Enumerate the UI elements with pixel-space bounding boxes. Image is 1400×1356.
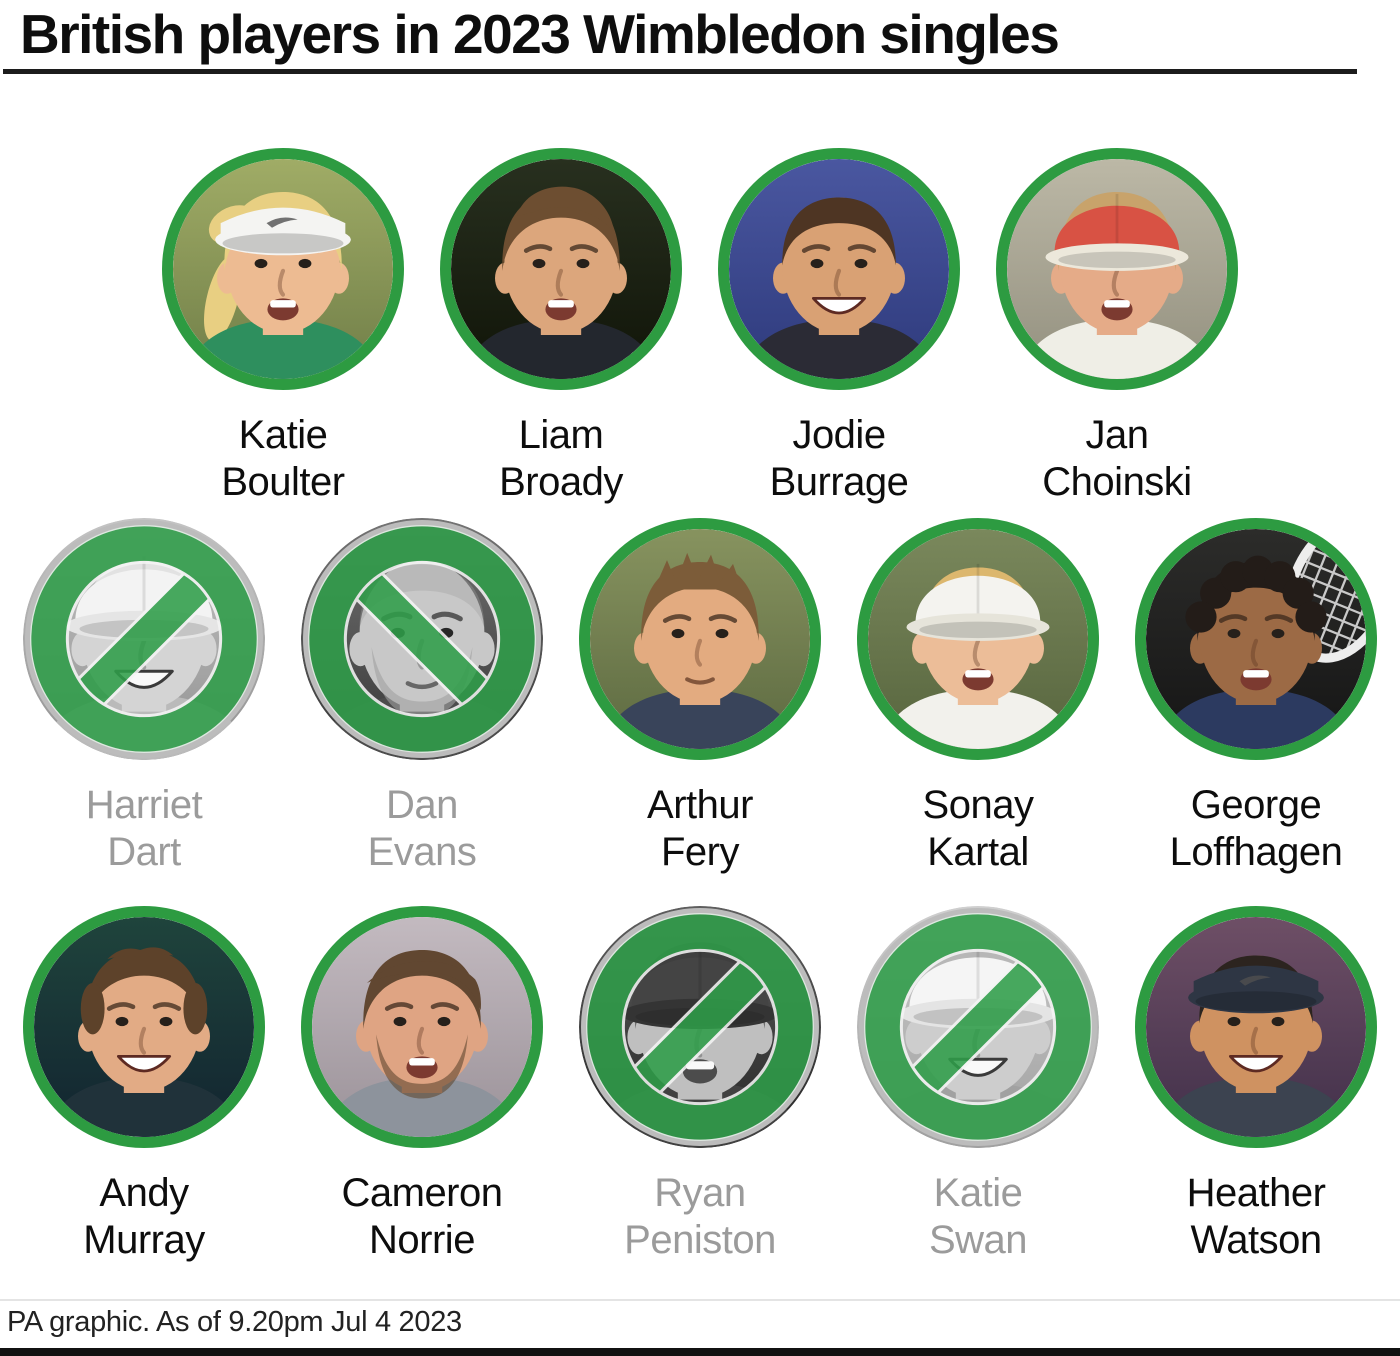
player-first-name: George xyxy=(1190,783,1322,827)
player-photo xyxy=(857,906,1099,1148)
player-photo xyxy=(301,518,543,760)
player-card: Ryan Peniston xyxy=(561,906,839,1264)
eliminated-no-entry-icon xyxy=(859,908,1097,1146)
player-card: Jan Choinski xyxy=(978,148,1256,506)
player-photo xyxy=(718,148,960,390)
player-portrait xyxy=(173,159,393,379)
player-name: Cameron Norrie xyxy=(341,1170,503,1264)
player-portrait xyxy=(451,159,671,379)
player-row: Andy Murray Cameron Norrie Ryan Peniston Katie… xyxy=(5,906,1395,1264)
player-last-name: Choinski xyxy=(1042,460,1192,504)
player-last-name: Loffhagen xyxy=(1169,830,1343,874)
player-photo xyxy=(579,906,821,1148)
footer-rule xyxy=(0,1299,1400,1301)
player-photo xyxy=(23,906,265,1148)
player-last-name: Peniston xyxy=(624,1218,776,1262)
player-portrait xyxy=(590,529,810,749)
player-last-name: Norrie xyxy=(369,1218,475,1262)
player-name: Harriet Dart xyxy=(86,782,203,876)
player-first-name: Katie xyxy=(238,413,328,457)
player-last-name: Fery xyxy=(661,830,740,874)
player-portrait xyxy=(1007,159,1227,379)
player-card: Katie Swan xyxy=(839,906,1117,1264)
player-photo xyxy=(440,148,682,390)
bottom-bar xyxy=(0,1348,1400,1356)
player-card: Cameron Norrie xyxy=(283,906,561,1264)
player-last-name: Boulter xyxy=(221,460,345,504)
player-name: Katie Boulter xyxy=(221,412,345,506)
player-card: Harriet Dart xyxy=(5,518,283,876)
player-row: Katie Boulter Liam Broady Jodie Burrage Jan Cho… xyxy=(144,148,1256,506)
player-first-name: Harriet xyxy=(85,783,203,827)
player-first-name: Dan xyxy=(386,783,458,827)
player-first-name: Cameron xyxy=(341,1171,503,1215)
player-first-name: Arthur xyxy=(647,783,753,827)
player-card: Arthur Fery xyxy=(561,518,839,876)
player-row: Harriet Dart Dan Evans Arthur Fery Sonay Kartal… xyxy=(5,518,1395,876)
player-card: Katie Boulter xyxy=(144,148,422,506)
player-photo xyxy=(996,148,1238,390)
eliminated-no-entry-icon xyxy=(25,520,263,758)
player-photo xyxy=(857,518,1099,760)
player-photo xyxy=(579,518,821,760)
player-last-name: Evans xyxy=(367,830,477,874)
player-card: Heather Watson xyxy=(1117,906,1395,1264)
eliminated-no-entry-icon xyxy=(303,520,541,758)
player-name: Heather Watson xyxy=(1187,1170,1326,1264)
player-portrait xyxy=(1146,529,1366,749)
player-card: Jodie Burrage xyxy=(700,148,978,506)
player-first-name: Liam xyxy=(518,413,604,457)
player-photo xyxy=(301,906,543,1148)
player-portrait xyxy=(312,917,532,1137)
player-photo xyxy=(162,148,404,390)
player-photo xyxy=(1135,518,1377,760)
player-last-name: Swan xyxy=(928,1218,1028,1262)
player-portrait xyxy=(34,917,254,1137)
player-last-name: Murray xyxy=(83,1218,205,1262)
player-name: Jan Choinski xyxy=(1042,412,1192,506)
player-name: Sonay Kartal xyxy=(923,782,1034,876)
player-portrait xyxy=(729,159,949,379)
player-photo xyxy=(1135,906,1377,1148)
page-title: British players in 2023 Wimbledon single… xyxy=(20,3,1060,65)
player-name: Jodie Burrage xyxy=(770,412,909,506)
player-portrait xyxy=(1146,917,1366,1137)
player-last-name: Watson xyxy=(1190,1218,1322,1262)
player-name: Katie Swan xyxy=(928,1170,1028,1264)
player-photo xyxy=(23,518,265,760)
player-first-name: Andy xyxy=(99,1171,189,1215)
player-name: Dan Evans xyxy=(368,782,477,876)
player-card: Liam Broady xyxy=(422,148,700,506)
player-card: Andy Murray xyxy=(5,906,283,1264)
eliminated-no-entry-icon xyxy=(581,908,819,1146)
player-last-name: Broady xyxy=(499,460,623,504)
player-first-name: Sonay xyxy=(922,783,1034,827)
player-last-name: Dart xyxy=(107,830,181,874)
player-last-name: Burrage xyxy=(769,460,909,504)
player-name: Liam Broady xyxy=(499,412,623,506)
player-name: Arthur Fery xyxy=(647,782,753,876)
player-first-name: Jan xyxy=(1085,413,1150,457)
player-name: George Loffhagen xyxy=(1170,782,1343,876)
player-name: Ryan Peniston xyxy=(624,1170,776,1264)
player-name: Andy Murray xyxy=(83,1170,205,1264)
player-card: Sonay Kartal xyxy=(839,518,1117,876)
player-first-name: Jodie xyxy=(792,413,886,457)
player-first-name: Heather xyxy=(1186,1171,1326,1215)
player-last-name: Kartal xyxy=(927,830,1029,874)
player-first-name: Ryan xyxy=(654,1171,746,1215)
player-first-name: Katie xyxy=(933,1171,1023,1215)
player-card: George Loffhagen xyxy=(1117,518,1395,876)
player-portrait xyxy=(868,529,1088,749)
source-note: PA graphic. As of 9.20pm Jul 4 2023 xyxy=(7,1306,462,1338)
player-card: Dan Evans xyxy=(283,518,561,876)
title-rule xyxy=(3,69,1357,74)
